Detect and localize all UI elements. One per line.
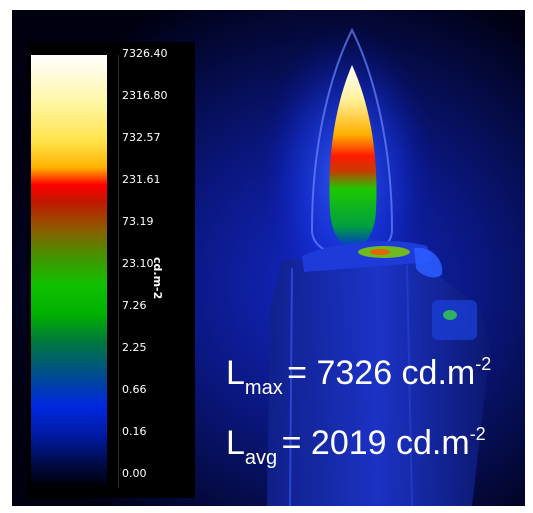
- luminance-image: 7326.40 2316.80 732.57 231.61 73.19 23.1…: [12, 10, 525, 506]
- avg-luminance-value: = 2019 cd.m: [281, 424, 470, 462]
- side-hotspot: [443, 310, 457, 320]
- striker-wheel: [414, 247, 443, 278]
- max-luminance-subscript: max: [244, 377, 283, 399]
- avg-luminance-symbol: L: [226, 424, 245, 462]
- colorbar-tick: 7.26: [122, 299, 147, 312]
- flame: [329, 65, 377, 248]
- lighter-edge: [406, 264, 413, 506]
- colorbar-divider: [118, 55, 119, 488]
- burner-hotspot-core: [370, 249, 390, 255]
- colorbar-tick: 732.57: [122, 131, 161, 144]
- lighter-edge: [289, 267, 293, 506]
- avg-luminance-exponent: -2: [469, 424, 486, 444]
- avg-luminance-label: Lavg = 2019 cd.m-2: [226, 424, 486, 470]
- avg-luminance-subscript: avg: [244, 447, 278, 469]
- colorbar-tick: 0.66: [122, 383, 147, 396]
- colorbar-tick: 0.16: [122, 425, 147, 438]
- max-luminance-label: Lmax = 7326 cd.m-2: [226, 354, 491, 400]
- max-luminance-symbol: L: [226, 354, 245, 392]
- colorbar-tick: 0.00: [122, 467, 147, 480]
- colorbar-unit-label: cd.m-2: [151, 257, 164, 300]
- lighter-side-detail: [432, 300, 477, 340]
- colorbar: [31, 55, 107, 488]
- colorbar-tick: 73.19: [122, 215, 154, 228]
- colorbar-tick: 2316.80: [122, 89, 168, 102]
- colorbar-tick: 7326.40: [122, 47, 168, 60]
- colorbar-tick: 23.10: [122, 257, 154, 270]
- max-luminance-value: = 7326 cd.m: [287, 354, 476, 392]
- colorbar-tick: 231.61: [122, 173, 161, 186]
- colorbar-tick: 2.25: [122, 341, 147, 354]
- max-luminance-exponent: -2: [475, 354, 492, 374]
